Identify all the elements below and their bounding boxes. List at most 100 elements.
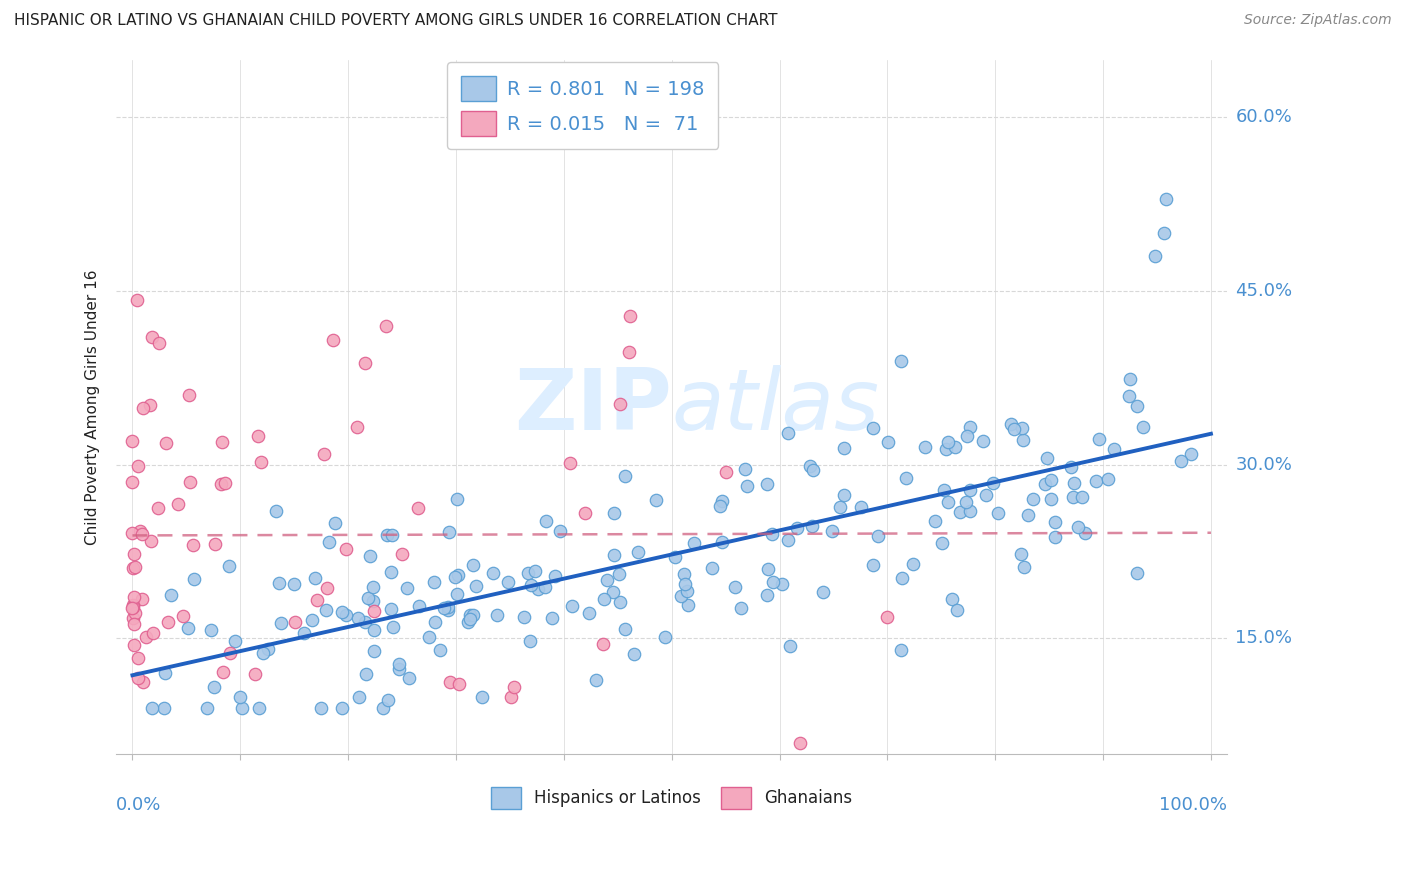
Point (301, 613, 323, 627)
Point (231, 701, 253, 715)
Point (593, 591, 616, 606)
Text: 100.0%: 100.0% (1159, 796, 1227, 814)
Point (778, 426, 800, 441)
Point (1063, 476, 1085, 491)
Point (357, 591, 380, 605)
Point (520, 578, 543, 592)
Point (461, 558, 484, 572)
Point (800, 519, 823, 533)
Point (121, 434, 143, 448)
Point (482, 566, 505, 580)
Point (891, 571, 914, 585)
Point (1060, 460, 1083, 475)
Point (1011, 421, 1033, 435)
Point (429, 642, 451, 657)
Point (305, 593, 328, 607)
Point (347, 690, 370, 705)
Point (544, 569, 567, 583)
Point (252, 647, 274, 661)
Point (578, 606, 600, 620)
Point (446, 491, 468, 506)
Point (1043, 530, 1066, 544)
Text: 0.0%: 0.0% (117, 796, 162, 814)
Point (716, 465, 738, 479)
Point (935, 442, 957, 457)
Point (890, 353, 912, 368)
Point (315, 603, 337, 617)
Point (312, 447, 335, 461)
Point (931, 536, 953, 550)
Point (219, 646, 242, 660)
Point (876, 610, 898, 624)
Point (941, 592, 963, 607)
Point (1125, 566, 1147, 581)
Text: 60.0%: 60.0% (1236, 109, 1292, 127)
Point (789, 736, 811, 750)
Point (901, 557, 924, 571)
Point (332, 605, 354, 619)
Point (346, 610, 368, 624)
Point (465, 579, 488, 593)
Point (876, 434, 898, 449)
Point (167, 497, 190, 511)
Point (270, 615, 292, 630)
Point (1102, 442, 1125, 456)
Point (619, 309, 641, 323)
Point (548, 524, 571, 538)
Point (959, 483, 981, 497)
Point (406, 500, 429, 515)
Point (574, 506, 596, 520)
Point (323, 516, 346, 531)
Point (602, 548, 624, 562)
Text: ZIP: ZIP (515, 366, 672, 449)
Point (375, 528, 398, 542)
Point (354, 356, 377, 370)
Point (132, 401, 155, 415)
Point (127, 651, 149, 665)
Point (959, 419, 981, 434)
Point (249, 701, 271, 715)
Point (945, 603, 967, 617)
Point (204, 537, 226, 551)
Text: Source: ZipAtlas.com: Source: ZipAtlas.com (1244, 13, 1392, 28)
Point (936, 494, 959, 508)
Point (1033, 477, 1056, 491)
Point (131, 527, 153, 541)
Point (779, 639, 801, 653)
Point (128, 524, 150, 538)
Point (1043, 515, 1066, 529)
Point (1097, 472, 1119, 486)
Point (363, 604, 385, 618)
Point (664, 549, 686, 564)
Point (316, 581, 339, 595)
Point (122, 611, 145, 625)
Point (949, 505, 972, 519)
Point (359, 549, 381, 564)
Point (322, 334, 344, 348)
Point (607, 566, 630, 581)
Point (592, 637, 614, 651)
Point (534, 580, 557, 594)
Point (644, 493, 666, 508)
Point (122, 600, 145, 615)
Point (363, 624, 385, 638)
Point (122, 638, 145, 652)
Point (832, 488, 855, 502)
Point (770, 577, 793, 591)
Point (526, 582, 548, 597)
Point (425, 615, 447, 629)
Point (439, 675, 461, 690)
Point (142, 625, 165, 640)
Point (121, 475, 143, 489)
Point (709, 499, 731, 513)
Point (955, 495, 977, 509)
Point (603, 507, 626, 521)
Text: 30.0%: 30.0% (1236, 456, 1292, 474)
Point (914, 440, 936, 454)
Point (155, 436, 177, 450)
Point (396, 582, 419, 596)
Text: atlas: atlas (672, 366, 880, 449)
Point (335, 542, 357, 557)
Text: 15.0%: 15.0% (1236, 630, 1292, 648)
Point (1012, 559, 1035, 574)
